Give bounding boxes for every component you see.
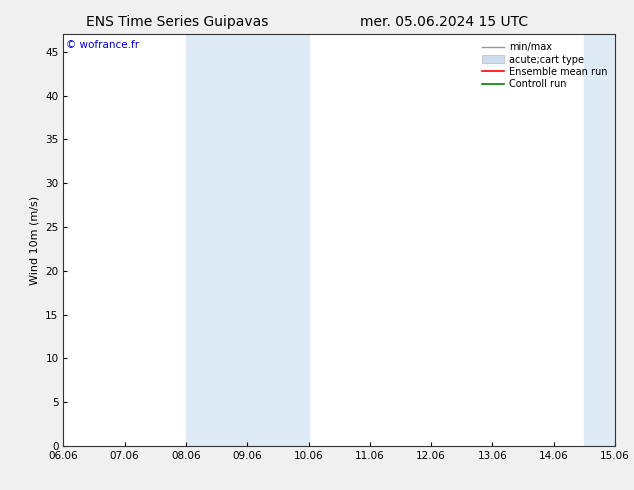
Text: © wofrance.fr: © wofrance.fr	[66, 41, 139, 50]
Bar	[585, 34, 615, 446]
Text: ENS Time Series Guipavas: ENS Time Series Guipavas	[86, 15, 269, 29]
Bar	[278, 34, 309, 446]
Legend: min/max, acute;cart type, Ensemble mean run, Controll run: min/max, acute;cart type, Ensemble mean …	[479, 39, 610, 92]
Y-axis label: Wind 10m (m/s): Wind 10m (m/s)	[30, 196, 40, 285]
Bar	[217, 34, 278, 446]
Text: mer. 05.06.2024 15 UTC: mer. 05.06.2024 15 UTC	[359, 15, 528, 29]
Bar	[186, 34, 217, 446]
